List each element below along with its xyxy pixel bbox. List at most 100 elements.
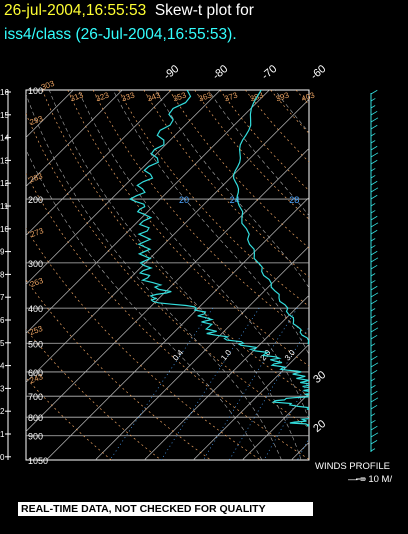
mixing-ratio-line (109, 307, 214, 460)
isotherm-line (26, 90, 270, 334)
title-timestamp: 26-jul-2004,16:55:53 (4, 2, 147, 19)
pressure-tick-label: 500 (28, 339, 43, 349)
dry-adiabat-line (398, 90, 408, 460)
wind-barb (370, 397, 379, 403)
wind-barb (370, 238, 376, 242)
dry-adiabat-label: 333 (120, 90, 136, 103)
height-tick-label: 0 (0, 453, 5, 462)
moist-adiabat-line (358, 90, 408, 460)
isotherm-line (26, 90, 172, 236)
isotherm-top-label: -90 (162, 63, 182, 82)
wind-barb (370, 315, 376, 319)
dry-adiabat-line (26, 112, 309, 429)
title-line-1: 26-jul-2004,16:55:53 Skew-t plot for (4, 2, 254, 20)
dry-adiabat-line (321, 90, 408, 460)
height-tick-label: 1 (0, 430, 5, 439)
dry-adiabat-label: 243 (29, 372, 45, 385)
height-tick-label: 3 (0, 384, 5, 393)
series-dewpoint-line (128, 90, 309, 427)
wind-barb (370, 140, 376, 144)
isotherm-top-label: -60 (309, 63, 329, 82)
wind-barb (370, 257, 379, 263)
dry-adiabat-label: 253 (28, 324, 44, 337)
dry-adiabat-line (26, 227, 261, 460)
wind-barb (370, 334, 378, 340)
moist-adiabat-line (274, 90, 309, 133)
pressure-tick-label: 400 (28, 304, 43, 314)
isotherm-line (26, 90, 221, 285)
height-tick-label: 9 (0, 248, 5, 257)
wind-barb (370, 327, 379, 333)
height-tick-label: 13 (0, 156, 9, 165)
dry-adiabat-line (26, 279, 211, 460)
height-tick-label: 15 (0, 111, 9, 120)
dry-adiabat-line (372, 90, 408, 460)
pressure-tick-label: 100 (28, 86, 43, 96)
dry-adiabat-line (26, 328, 162, 460)
dry-adiabat-label: 293 (28, 114, 44, 127)
wind-barb (370, 159, 378, 165)
height-tick-label: 5 (0, 339, 5, 348)
wind-barb (370, 145, 378, 151)
chart-inner-labels: 243 253 263 273 283 293 303 313 323 333 343 353 363 3… (28, 79, 316, 386)
height-tick-label: 6 (0, 316, 5, 325)
pressure-tick-label: 300 (28, 259, 43, 269)
wind-barb (370, 152, 379, 158)
plot-frame (25, 89, 310, 461)
wind-barb (370, 187, 379, 193)
winds-profile (356, 89, 379, 480)
wind-barb (370, 280, 376, 284)
isotherm-line (26, 147, 309, 432)
wind-barb (370, 440, 378, 445)
wind-barb (370, 194, 378, 200)
wind-barb (370, 285, 378, 291)
dry-adiabat-label: 393 (275, 90, 291, 103)
wind-barb (370, 350, 376, 354)
mixing-ratio-line (297, 437, 309, 460)
isotherm-right-label: 30 (311, 369, 328, 386)
wind-barb (370, 369, 378, 375)
isotherm-line (95, 245, 309, 460)
wind-barb (370, 343, 376, 347)
wind-barb (370, 229, 378, 235)
pressure-tick-label: 600 (28, 368, 43, 378)
wind-barb (370, 245, 376, 249)
mixing-ratio-label: 3.0 (283, 348, 297, 363)
moist-adiabat-line (208, 90, 309, 217)
pressure-tick-label: 200 (28, 195, 43, 205)
winds-profile-title: WINDS PROFILE (315, 461, 390, 472)
wind-barb (370, 425, 378, 431)
wind-barb (370, 432, 379, 438)
isotherm-line (242, 392, 309, 460)
wind-barb (370, 117, 379, 123)
dry-adiabat-label: 403 (300, 90, 316, 103)
height-tick-label: 2 (0, 407, 5, 416)
quality-warning-banner: REAL-TIME DATA, NOT CHECKED FOR QUALITY (18, 502, 313, 516)
mixing-ratio-line (202, 307, 298, 460)
chart-axes (5, 89, 310, 461)
dry-adiabat-label: 273 (29, 226, 45, 239)
wind-barb (370, 448, 376, 452)
dry-adiabat-line (26, 377, 112, 460)
wind-barb (370, 264, 378, 270)
wind-barb (370, 378, 376, 382)
mixing-ratio-line (229, 326, 309, 460)
dry-adiabat-line (219, 90, 309, 192)
wind-barb (370, 299, 378, 305)
wind-barb (370, 133, 376, 137)
dry-adiabat-label: 363 (197, 90, 213, 103)
isotherm-line (144, 294, 309, 460)
dry-adiabat-line (347, 90, 408, 460)
wind-barb (370, 222, 379, 228)
mixing-ratio-label: 0.4 (171, 348, 185, 363)
moist-adiabat-line (78, 90, 309, 421)
isotherm-line (26, 90, 123, 187)
wind-barb (370, 320, 378, 326)
moist-adiabat-label: 20 (179, 195, 189, 205)
sounding-series (128, 90, 309, 427)
wind-barb (370, 180, 378, 186)
isotherm-top-label: -80 (211, 63, 231, 82)
wind-barb (370, 355, 378, 361)
dry-adiabat-label: 263 (29, 276, 45, 289)
